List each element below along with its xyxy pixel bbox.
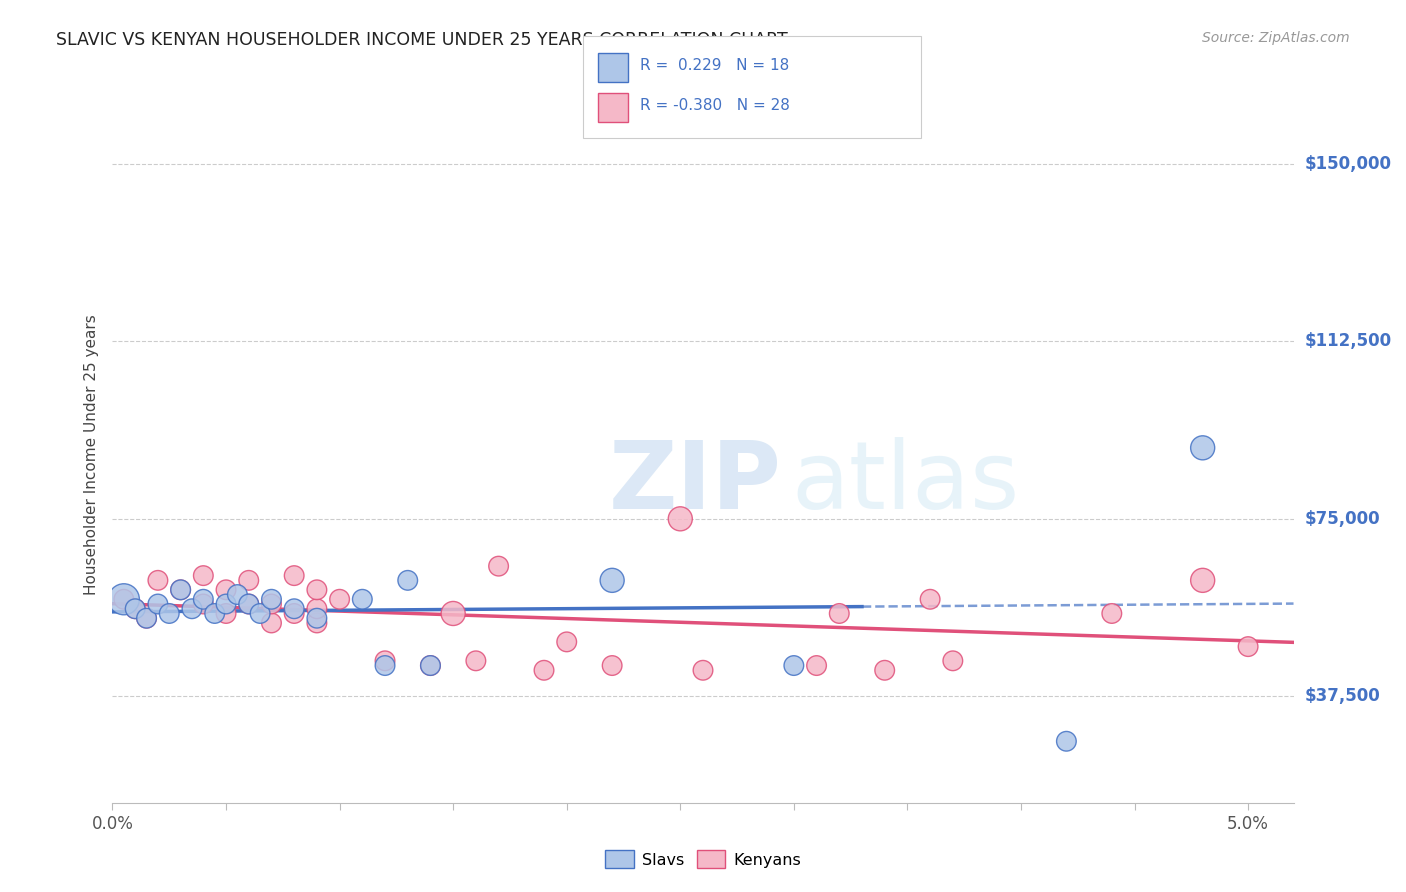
Point <box>806 658 828 673</box>
Point <box>157 607 180 621</box>
Point <box>215 607 238 621</box>
Point <box>146 574 169 588</box>
Point <box>1191 441 1213 455</box>
Point <box>249 607 271 621</box>
Text: $150,000: $150,000 <box>1305 155 1392 173</box>
Text: $37,500: $37,500 <box>1305 688 1381 706</box>
Point <box>283 607 305 621</box>
Point <box>305 611 328 625</box>
Point <box>283 601 305 615</box>
Point <box>112 592 135 607</box>
Point <box>600 574 623 588</box>
Point <box>215 597 238 611</box>
Point <box>1191 574 1213 588</box>
Point <box>169 582 191 597</box>
Point <box>873 663 896 677</box>
Point <box>226 588 249 602</box>
Point <box>215 582 238 597</box>
Point <box>181 601 204 615</box>
Point <box>193 592 215 607</box>
Point <box>352 592 374 607</box>
Point <box>260 597 283 611</box>
Point <box>146 597 169 611</box>
Point <box>305 601 328 615</box>
Point <box>283 568 305 582</box>
Point <box>419 658 441 673</box>
Point <box>193 568 215 582</box>
Point <box>396 574 419 588</box>
Point <box>305 615 328 630</box>
Point <box>669 512 692 526</box>
Point <box>783 658 806 673</box>
Text: SLAVIC VS KENYAN HOUSEHOLDER INCOME UNDER 25 YEARS CORRELATION CHART: SLAVIC VS KENYAN HOUSEHOLDER INCOME UNDE… <box>56 31 787 49</box>
Point <box>238 597 260 611</box>
Point <box>305 582 328 597</box>
Point <box>920 592 942 607</box>
Point <box>464 654 486 668</box>
Y-axis label: Householder Income Under 25 years: Householder Income Under 25 years <box>83 315 98 595</box>
Point <box>600 658 623 673</box>
Point <box>135 611 157 625</box>
Text: $75,000: $75,000 <box>1305 510 1381 528</box>
Point <box>1101 607 1123 621</box>
Point <box>1054 734 1077 748</box>
Text: R = -0.380   N = 28: R = -0.380 N = 28 <box>640 98 790 112</box>
Point <box>124 601 146 615</box>
Point <box>488 559 510 574</box>
Point <box>193 597 215 611</box>
Text: Source: ZipAtlas.com: Source: ZipAtlas.com <box>1202 31 1350 45</box>
Point <box>441 607 464 621</box>
Legend: Slavs, Kenyans: Slavs, Kenyans <box>599 844 807 875</box>
Point <box>238 597 260 611</box>
Point <box>260 592 283 607</box>
Text: ZIP: ZIP <box>609 437 782 529</box>
Point <box>112 592 135 607</box>
Point <box>692 663 714 677</box>
Point <box>329 592 352 607</box>
Point <box>238 574 260 588</box>
Point <box>555 635 578 649</box>
Point <box>374 654 396 668</box>
Point <box>374 658 396 673</box>
Text: atlas: atlas <box>792 437 1019 529</box>
Point <box>124 601 146 615</box>
Point <box>135 611 157 625</box>
Point <box>260 615 283 630</box>
Point <box>419 658 441 673</box>
Point <box>204 607 226 621</box>
Text: R =  0.229   N = 18: R = 0.229 N = 18 <box>640 58 789 72</box>
Point <box>1237 640 1260 654</box>
Point <box>942 654 965 668</box>
Point <box>828 607 851 621</box>
Point <box>169 582 191 597</box>
Text: $112,500: $112,500 <box>1305 333 1392 351</box>
Point <box>533 663 555 677</box>
